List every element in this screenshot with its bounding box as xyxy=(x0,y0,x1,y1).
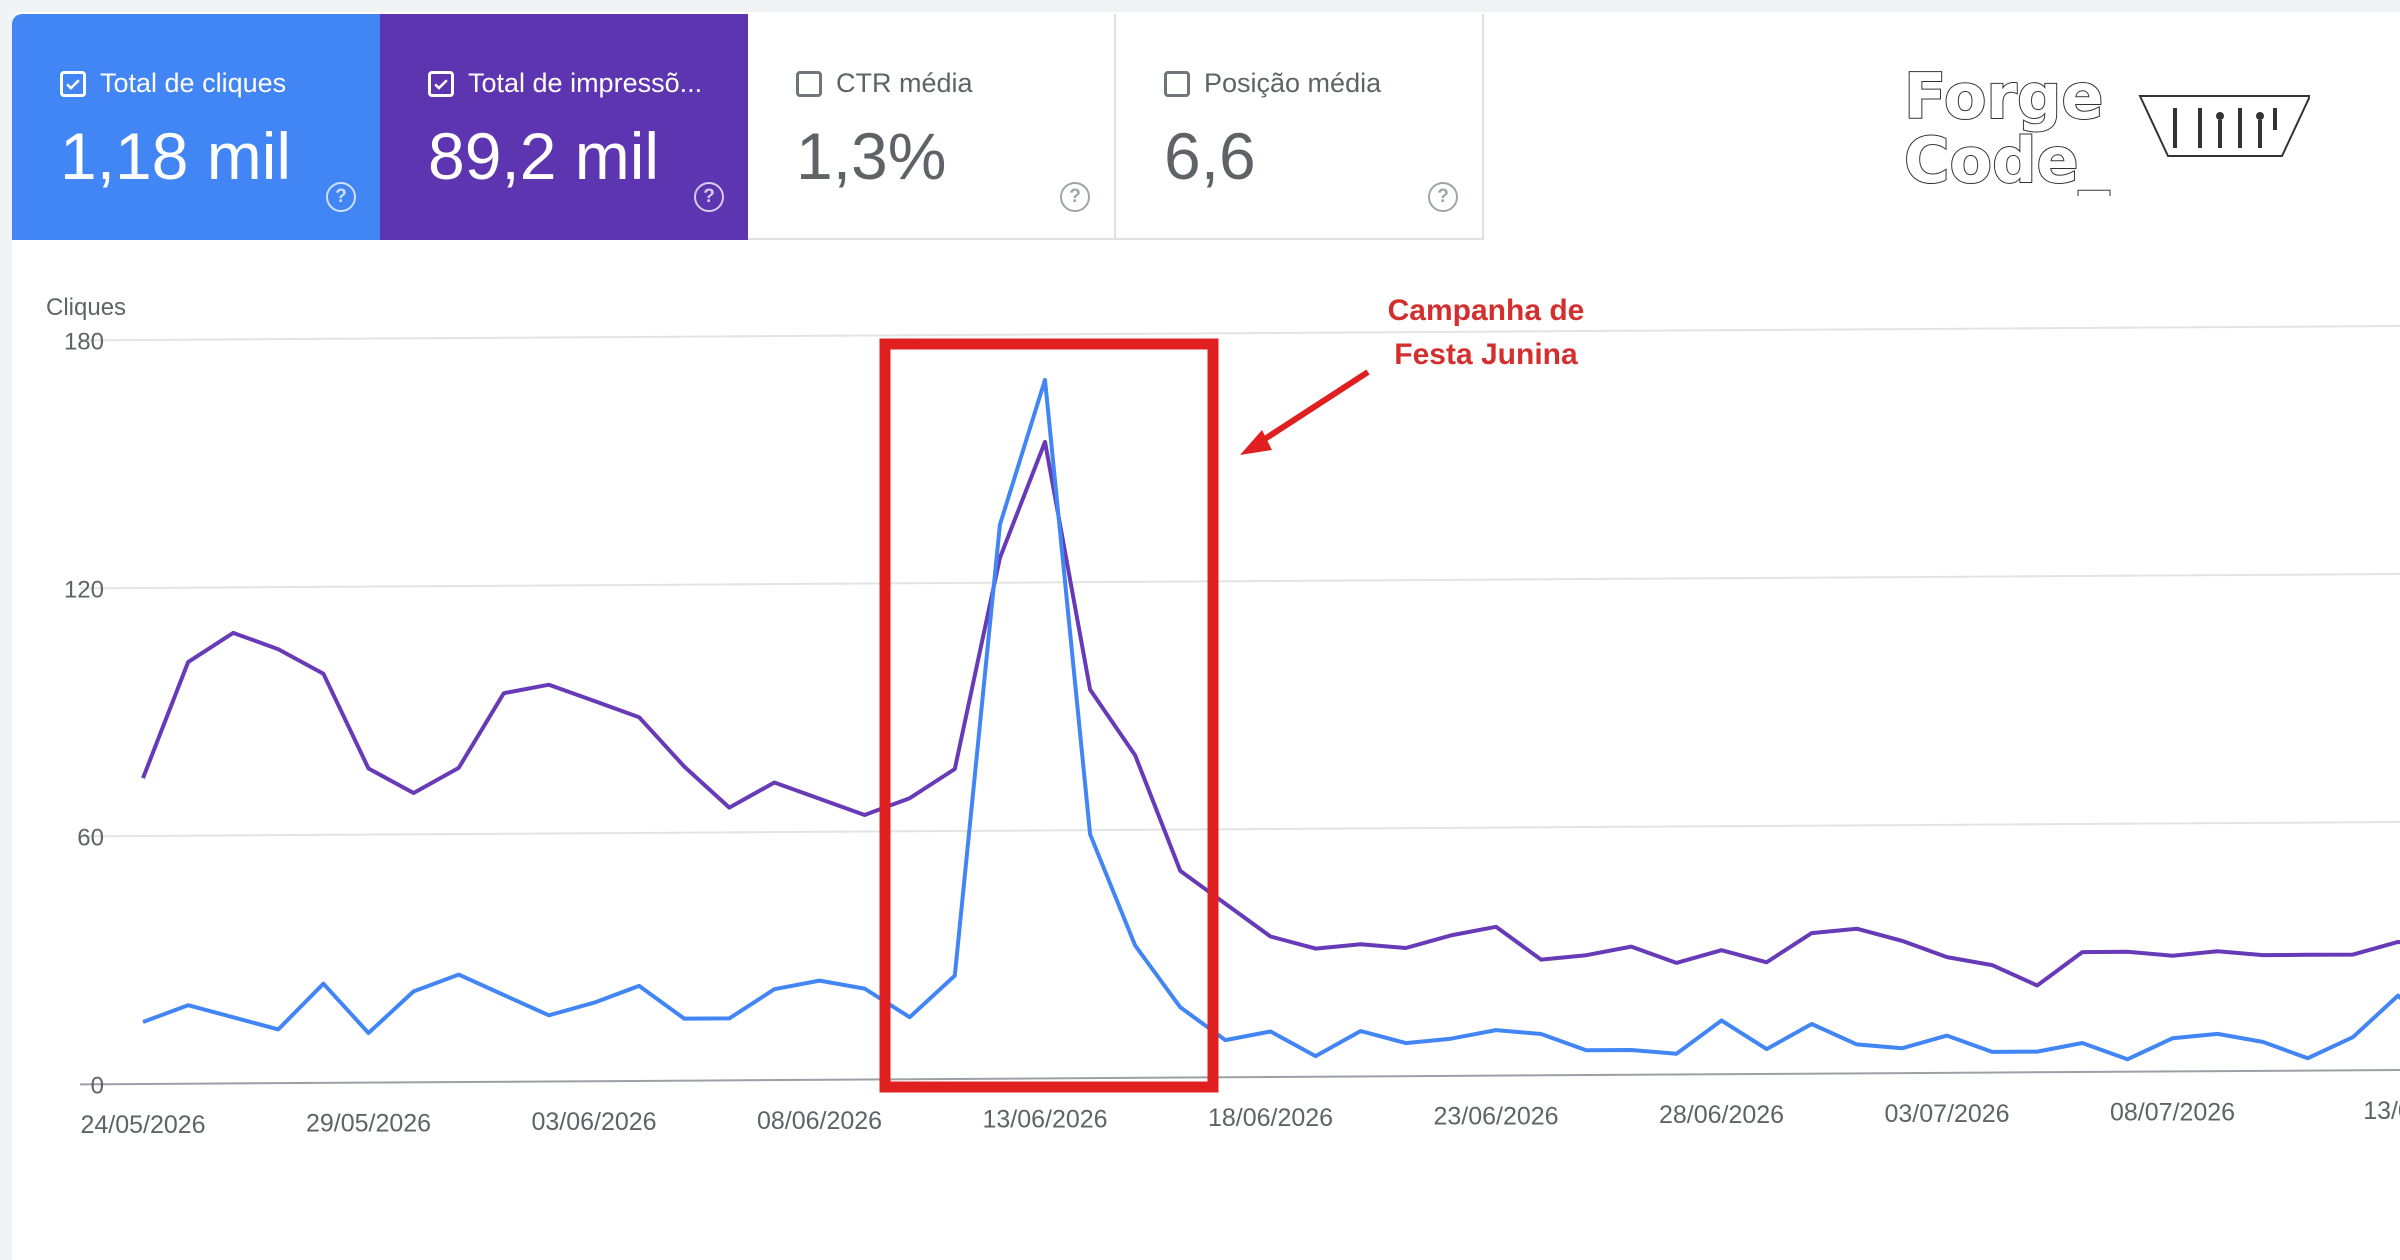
x-tick-label: 23/06/2026 xyxy=(1433,1103,1558,1131)
y-tick-label: 0 xyxy=(91,1072,104,1099)
checkbox-checked-icon[interactable] xyxy=(60,70,86,97)
x-tick-label: 13/07/ xyxy=(2363,1097,2400,1125)
metric-label: CTR média xyxy=(836,68,973,98)
annotation-line2: Festa Junina xyxy=(1394,338,1578,371)
checkbox-unchecked-icon[interactable] xyxy=(1164,70,1190,97)
metric-card-header: CTR média xyxy=(796,68,973,99)
x-tick-label: 24/05/2026 xyxy=(80,1111,205,1139)
series-line-0 xyxy=(141,439,2400,988)
circuit-shield-icon xyxy=(2138,95,2310,157)
x-tick-label: 08/07/2026 xyxy=(2110,1098,2235,1126)
y-tick-label: 180 xyxy=(64,328,104,355)
arrow-head-icon xyxy=(1240,430,1272,455)
metric-cards: Total de cliques 1,18 mil ? Total de imp… xyxy=(12,14,1484,240)
annotation-line1: Campanha de xyxy=(1388,294,1585,327)
metric-value: 89,2 mil xyxy=(428,119,660,193)
x-tick-label: 08/06/2026 xyxy=(757,1107,882,1135)
x-tick-label: 03/06/2026 xyxy=(531,1108,656,1136)
highlight-box xyxy=(879,338,1219,1093)
metric-value: 1,18 mil xyxy=(60,119,292,193)
annotation-arrow xyxy=(1252,369,1370,449)
logo-text-line2: Code_ xyxy=(1904,124,2110,196)
x-tick-label: 13/06/2026 xyxy=(982,1105,1107,1133)
logo-text-line1: Forge xyxy=(1904,60,2103,133)
gridline xyxy=(79,573,2400,590)
x-tick-label: 18/06/2026 xyxy=(1208,1104,1333,1132)
y-tick-labels: 0 60 120 180 xyxy=(64,328,104,1099)
y-axis-label: Cliques xyxy=(46,294,126,321)
help-icon[interactable]: ? xyxy=(1428,182,1458,212)
gridline xyxy=(79,1069,2400,1086)
metric-value: 6,6 xyxy=(1164,119,1256,193)
checkbox-unchecked-icon[interactable] xyxy=(796,70,822,97)
x-tick-label: 03/07/2026 xyxy=(1884,1100,2009,1128)
series-line-1 xyxy=(142,377,2400,1062)
help-icon[interactable]: ? xyxy=(694,182,724,212)
help-icon[interactable]: ? xyxy=(1060,182,1090,212)
x-tick-labels: 24/05/2026 29/05/2026 03/06/2026 08/06/2026… xyxy=(80,1097,2400,1139)
gridline xyxy=(79,821,2400,838)
metric-card-header: Total de cliques xyxy=(60,68,286,99)
metric-label: Total de impressõ... xyxy=(468,68,703,98)
series-lines xyxy=(141,377,2400,1062)
x-tick-label: 28/06/2026 xyxy=(1659,1101,1784,1129)
help-icon[interactable]: ? xyxy=(326,182,356,212)
metric-card-header: Posição média xyxy=(1164,68,1381,99)
metric-value: 1,3% xyxy=(796,119,947,193)
gridline xyxy=(79,325,2400,342)
metric-card-clicks[interactable]: Total de cliques 1,18 mil ? xyxy=(12,14,380,240)
annotation: Campanha de Festa Junina xyxy=(879,294,1585,1093)
metric-card-ctr[interactable]: CTR média 1,3% ? xyxy=(748,14,1116,240)
metric-card-position[interactable]: Posição média 6,6 ? xyxy=(1116,14,1484,240)
y-tick-label: 60 xyxy=(77,824,104,851)
gridlines xyxy=(79,325,2400,1086)
x-tick-label: 29/05/2026 xyxy=(306,1110,431,1138)
metric-card-impressions[interactable]: Total de impressõ... 89,2 mil ? xyxy=(380,14,748,240)
metric-card-header: Total de impressõ... xyxy=(428,68,702,99)
metric-label: Posição média xyxy=(1204,68,1382,98)
forgecode-logo: Forge Code_ xyxy=(1903,60,2310,196)
y-tick-label: 120 xyxy=(64,576,104,603)
checkbox-checked-icon[interactable] xyxy=(428,70,454,97)
metric-label: Total de cliques xyxy=(100,68,287,98)
